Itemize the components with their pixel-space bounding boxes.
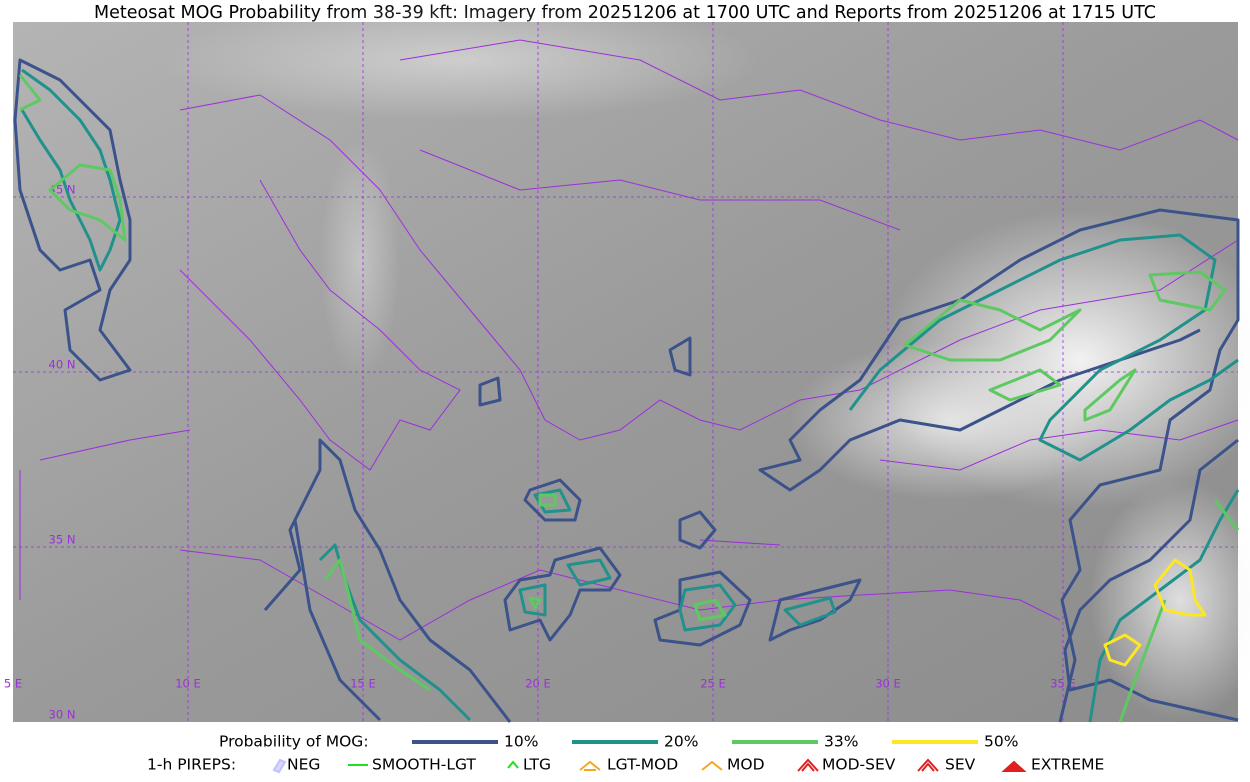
latitude-label: 30 N [49,708,76,722]
contour [758,208,1240,723]
contour [528,493,727,622]
longitude-label: 15 E [350,677,376,691]
pirep-label: SMOOTH-LGT [372,756,476,774]
pirep-label: MOD [727,756,765,774]
latitude-label: 40 N [49,358,76,372]
legend-label: 50% [984,733,1018,751]
contour [1103,558,1207,667]
contour [13,58,512,723]
pireps-title: 1-h PIREPS: [147,756,236,774]
contour [903,270,1240,723]
contour [518,488,837,632]
latitude-label: 35 N [49,533,76,547]
legend: Probability of MOG: 1-h PIREPS: 10% 20% 33… [147,733,1104,774]
map: 5 E 10 E 15 E 20 E 25 E 30 E 35 E45 N40 N35 N3… [4,0,1250,723]
longitude-label: 25 E [700,677,726,691]
legend-label: 33% [824,733,858,751]
pirep-label: LGT-MOD [607,756,678,774]
pirep-label: SEV [945,756,976,774]
contour [20,68,472,722]
pirep-label: NEG [287,756,320,774]
pirep-label: EXTREME [1031,756,1104,774]
legend-label: 20% [664,733,698,751]
longitude-label: 20 E [525,677,551,691]
longitude-label: 30 E [875,677,901,691]
contour [1063,438,1239,722]
pirep-label: MOD-SEV [822,756,896,774]
pirep-label: LTG [523,756,551,774]
contour [848,233,1240,723]
longitude-label: 5 E [4,677,22,691]
pirep-icons [272,758,1027,774]
contour [18,74,431,692]
longitude-label: 10 E [175,677,201,691]
legend-title: Probability of MOG: [219,733,369,751]
legend-label: 10% [504,733,538,751]
